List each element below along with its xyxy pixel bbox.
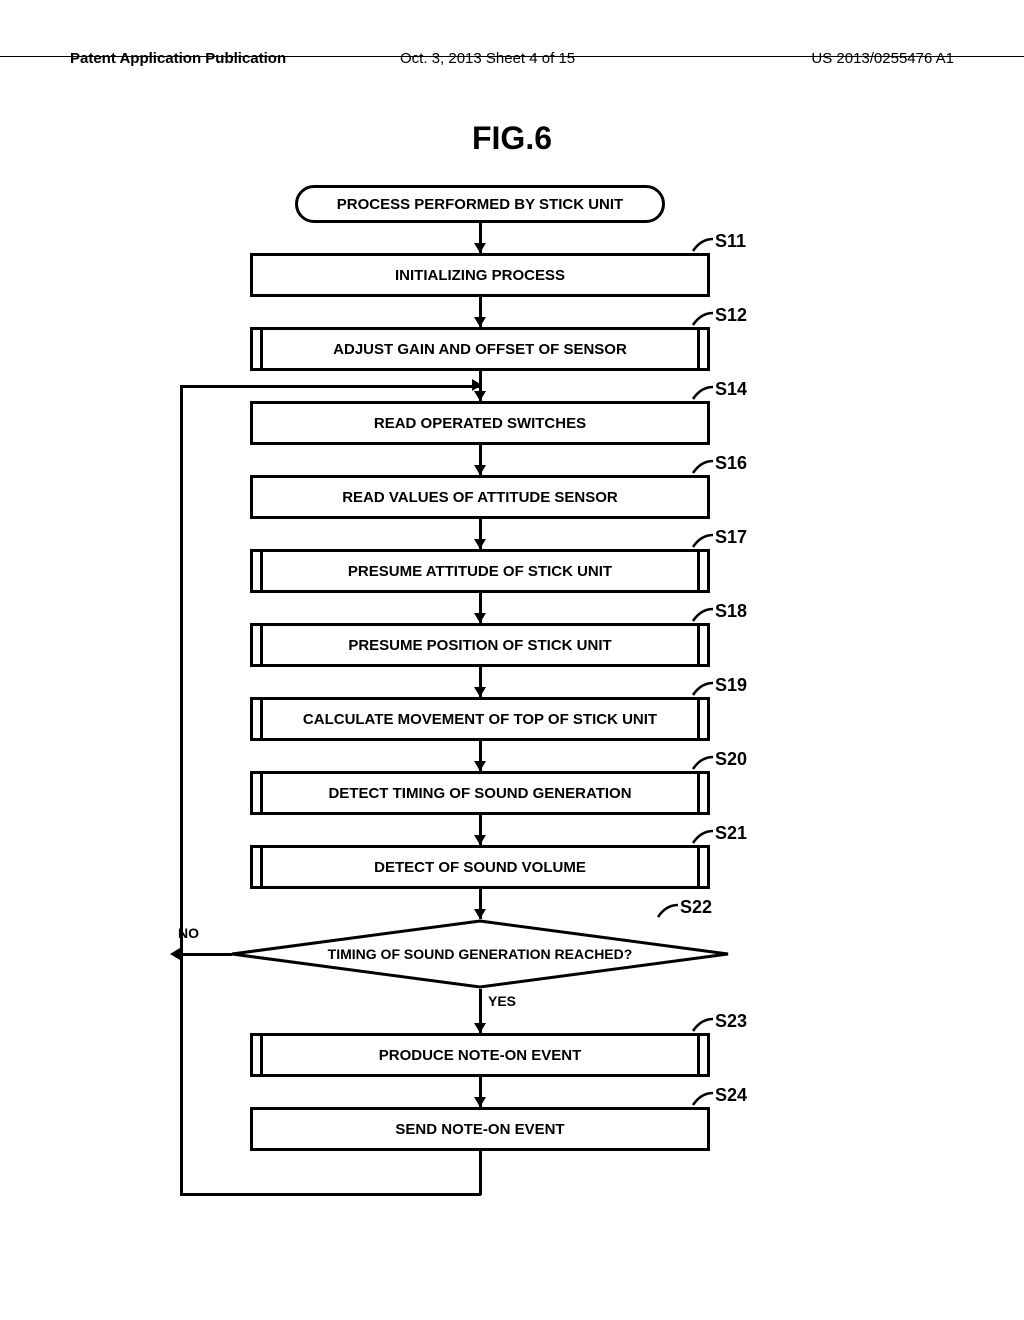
- step-id-s12: S12: [715, 305, 747, 326]
- step-id-s17: S17: [715, 527, 747, 548]
- step-id-s23: S23: [715, 1011, 747, 1032]
- loop-h-no: [180, 953, 232, 956]
- process-label: INITIALIZING PROCESS: [395, 267, 565, 284]
- process-label: SEND NOTE-ON EVENT: [395, 1121, 564, 1138]
- step-id-s11: S11: [715, 231, 746, 252]
- page-header: Patent Application Publication Oct. 3, 2…: [0, 50, 1024, 57]
- process-s21: DETECT OF SOUND VOLUME: [250, 845, 710, 889]
- decision-s22: TIMING OF SOUND GENERATION REACHED?: [230, 919, 730, 989]
- loop-vertical: [180, 385, 183, 1195]
- step-id-s20: S20: [715, 749, 747, 770]
- process-label: ADJUST GAIN AND OFFSET OF SENSOR: [333, 341, 627, 358]
- process-s17: PRESUME ATTITUDE OF STICK UNIT: [250, 549, 710, 593]
- process-label: READ VALUES OF ATTITUDE SENSOR: [342, 489, 618, 506]
- figure-title: FIG.6: [0, 120, 1024, 157]
- process-s16: READ VALUES OF ATTITUDE SENSOR: [250, 475, 710, 519]
- process-label: CALCULATE MOVEMENT OF TOP OF STICK UNIT: [303, 711, 657, 728]
- step-id-s18: S18: [715, 601, 747, 622]
- decision-yes: YES: [488, 993, 516, 1009]
- loop-h-bottom: [180, 1193, 481, 1196]
- terminator-label: PROCESS PERFORMED BY STICK UNIT: [337, 196, 623, 213]
- process-label: PRESUME POSITION OF STICK UNIT: [348, 637, 611, 654]
- header-left: Patent Application Publication: [70, 50, 286, 67]
- process-label: DETECT TIMING OF SOUND GENERATION: [328, 785, 631, 802]
- process-label: DETECT OF SOUND VOLUME: [374, 859, 586, 876]
- header-center: Oct. 3, 2013 Sheet 4 of 15: [400, 50, 575, 67]
- process-s18: PRESUME POSITION OF STICK UNIT: [250, 623, 710, 667]
- process-label: PRESUME ATTITUDE OF STICK UNIT: [348, 563, 612, 580]
- process-s11: INITIALIZING PROCESS: [250, 253, 710, 297]
- step-id-s22: S22: [680, 897, 712, 918]
- step-id-s21: S21: [715, 823, 747, 844]
- process-s23: PRODUCE NOTE-ON EVENT: [250, 1033, 710, 1077]
- no-arrowhead: [170, 948, 180, 960]
- step-id-s16: S16: [715, 453, 747, 474]
- process-s12: ADJUST GAIN AND OFFSET OF SENSOR: [250, 327, 710, 371]
- process-s24: SEND NOTE-ON EVENT: [250, 1107, 710, 1151]
- terminator-start: PROCESS PERFORMED BY STICK UNIT: [295, 185, 665, 223]
- loop-h-top: [180, 385, 480, 388]
- loop-arrowhead: [472, 379, 482, 391]
- step-id-s19: S19: [715, 675, 747, 696]
- process-s19: CALCULATE MOVEMENT OF TOP OF STICK UNIT: [250, 697, 710, 741]
- header-right: US 2013/0255476 A1: [811, 50, 954, 67]
- decision-label: TIMING OF SOUND GENERATION REACHED?: [230, 919, 730, 989]
- step-id-s24: S24: [715, 1085, 747, 1106]
- step-id-s14: S14: [715, 379, 747, 400]
- process-s20: DETECT TIMING OF SOUND GENERATION: [250, 771, 710, 815]
- process-s14: READ OPERATED SWITCHES: [250, 401, 710, 445]
- process-label: READ OPERATED SWITCHES: [374, 415, 586, 432]
- process-label: PRODUCE NOTE-ON EVENT: [379, 1047, 582, 1064]
